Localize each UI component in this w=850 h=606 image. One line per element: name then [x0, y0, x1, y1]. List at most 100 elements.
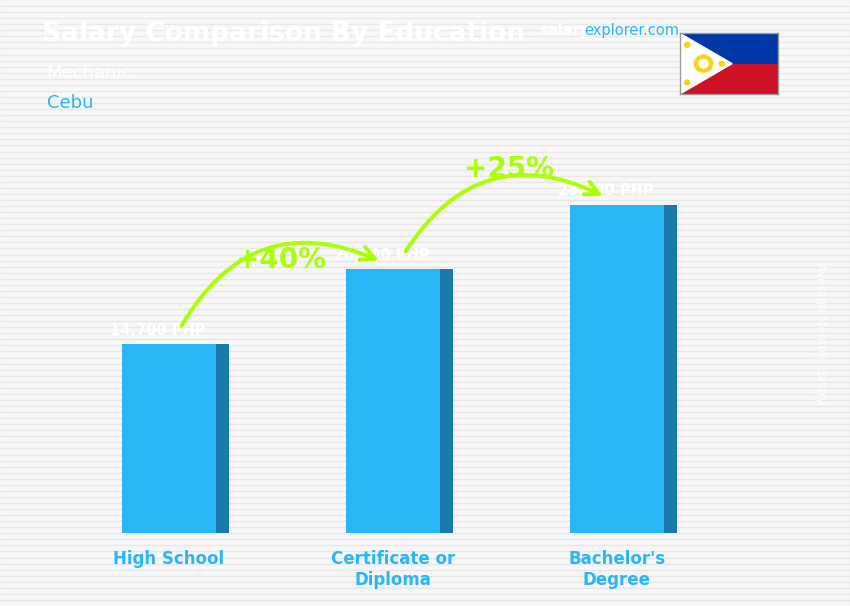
Bar	[0, 497, 850, 503]
Bar	[0, 152, 850, 158]
Bar	[0, 133, 850, 139]
Bar	[0, 558, 850, 564]
Bar	[122, 344, 216, 533]
Bar	[0, 564, 850, 570]
Bar	[0, 242, 850, 248]
Bar	[0, 461, 850, 467]
Bar	[0, 418, 850, 424]
Bar	[0, 121, 850, 127]
Text: 14,700 PHP: 14,700 PHP	[110, 322, 206, 338]
Bar	[0, 248, 850, 255]
Bar	[0, 0, 850, 6]
Circle shape	[694, 55, 712, 72]
Bar	[0, 261, 850, 267]
Bar	[0, 491, 850, 497]
Bar	[0, 467, 850, 473]
Bar	[0, 109, 850, 115]
Bar	[346, 269, 439, 533]
Bar	[0, 182, 850, 188]
Bar	[0, 370, 850, 376]
Bar	[0, 18, 850, 24]
Bar	[0, 158, 850, 164]
Bar	[0, 12, 850, 18]
Polygon shape	[680, 33, 732, 94]
Bar	[0, 539, 850, 545]
Bar	[0, 297, 850, 303]
Bar	[0, 382, 850, 388]
Bar	[0, 588, 850, 594]
Bar	[0, 394, 850, 400]
Bar	[0, 321, 850, 327]
Bar	[0, 436, 850, 442]
Bar	[0, 79, 850, 85]
Bar	[0, 351, 850, 358]
Bar	[0, 551, 850, 558]
Bar	[0, 255, 850, 261]
Bar	[0, 309, 850, 315]
Bar	[0, 97, 850, 103]
Bar	[0, 315, 850, 321]
Polygon shape	[664, 205, 677, 533]
Text: Cebu: Cebu	[47, 94, 94, 112]
Bar	[0, 503, 850, 509]
Bar	[0, 424, 850, 430]
Bar	[0, 170, 850, 176]
Bar	[0, 333, 850, 339]
Bar	[0, 448, 850, 454]
Bar	[0, 91, 850, 97]
Bar	[0, 376, 850, 382]
Bar	[0, 6, 850, 12]
Bar	[0, 139, 850, 145]
Bar	[0, 103, 850, 109]
Circle shape	[699, 59, 708, 68]
Bar	[0, 345, 850, 351]
Bar	[0, 303, 850, 309]
Bar	[0, 364, 850, 370]
Bar	[0, 473, 850, 479]
Bar	[0, 412, 850, 418]
Bar	[0, 327, 850, 333]
Bar	[0, 188, 850, 194]
Text: Average Monthly Salary: Average Monthly Salary	[813, 263, 827, 404]
Bar	[0, 42, 850, 48]
Bar	[0, 55, 850, 61]
Bar	[0, 582, 850, 588]
Bar	[0, 218, 850, 224]
Bar	[0, 24, 850, 30]
Bar	[0, 291, 850, 297]
Bar	[0, 236, 850, 242]
Bar	[0, 509, 850, 515]
Text: salary: salary	[540, 23, 590, 38]
Bar	[0, 30, 850, 36]
Bar	[0, 515, 850, 521]
Text: 25,500 PHP: 25,500 PHP	[558, 184, 654, 198]
Bar	[0, 600, 850, 606]
Bar	[0, 67, 850, 73]
Bar	[0, 545, 850, 551]
Bar	[0, 594, 850, 600]
Bar	[0, 36, 850, 42]
Bar	[0, 48, 850, 55]
Bar	[0, 212, 850, 218]
Bar	[0, 339, 850, 345]
Bar	[0, 285, 850, 291]
Bar	[0, 224, 850, 230]
Bar	[0, 533, 850, 539]
Bar	[0, 358, 850, 364]
Text: Salary Comparison By Education: Salary Comparison By Education	[42, 21, 525, 47]
Circle shape	[719, 61, 724, 66]
Bar	[570, 205, 664, 533]
Bar	[0, 576, 850, 582]
Bar	[0, 430, 850, 436]
Bar	[0, 85, 850, 91]
Circle shape	[684, 80, 690, 85]
Bar	[680, 33, 778, 64]
Text: explorer.com: explorer.com	[584, 23, 679, 38]
Polygon shape	[216, 344, 230, 533]
Bar	[0, 176, 850, 182]
Bar	[0, 273, 850, 279]
Bar	[0, 521, 850, 527]
Text: +40%: +40%	[235, 246, 326, 275]
Bar	[0, 194, 850, 200]
Bar	[0, 485, 850, 491]
